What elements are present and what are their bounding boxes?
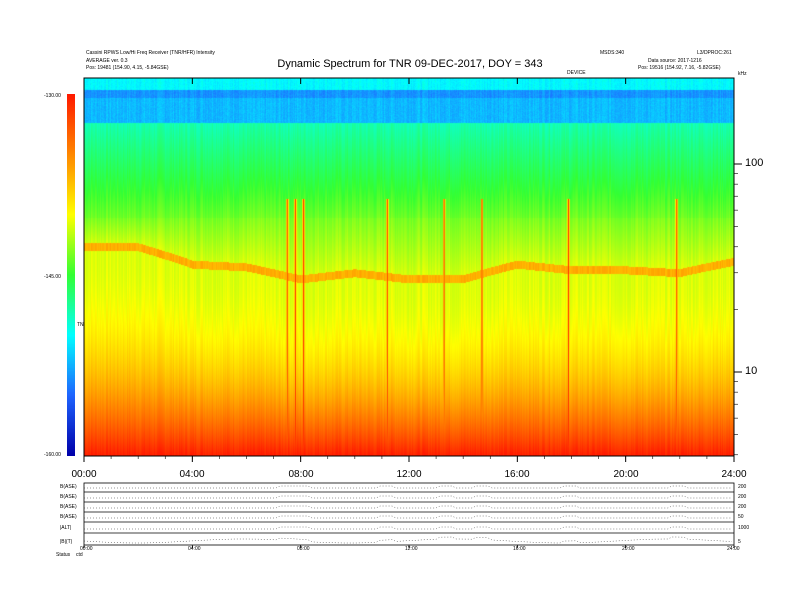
x-tick-label-2: 08:00: [288, 469, 314, 480]
spectrogram: [84, 78, 734, 456]
chart-title: Dynamic Spectrum for TNR 09-DEC-2017, DO…: [277, 58, 543, 70]
panel-right-label-3: 50: [738, 514, 744, 520]
colorbar-top-label: -130.00: [44, 93, 61, 99]
header-left-line3: Pos: 19481 (154.90, 4.15, -5.84GSE): [86, 65, 169, 71]
panel-tick-3: 12:00: [405, 546, 418, 552]
header-left-line2: AVERAGE ver. 0.3: [86, 58, 128, 64]
colorbar-bottom-label: -160.00: [44, 452, 61, 458]
panel-tick-6: 24:00: [727, 546, 740, 552]
panel-label-5: |B|(T): [60, 539, 73, 545]
panel-right-label-4: 1000: [738, 525, 750, 531]
panel-label-3: B(ASE): [60, 514, 77, 520]
panel-right-label-0: 200: [738, 484, 747, 490]
header-right-line3: Pos: 19516 (154.92, 7.16, -5.82GSE): [638, 65, 721, 71]
footer-value: ctd: [76, 552, 83, 558]
housekeeping-trace: [84, 485, 732, 489]
panel-right-label-2: 200: [738, 504, 747, 510]
panel-label-2: B(ASE): [60, 504, 77, 510]
x-tick-label-5: 20:00: [613, 469, 639, 480]
housekeeping-trace: [83, 536, 733, 544]
header-right-id: L3/DPROC:261: [697, 50, 732, 56]
panel-label-4: |ALT|: [60, 525, 72, 531]
panel-tick-5: 20:00: [622, 546, 635, 552]
x-tick-label-6: 24:00: [721, 469, 747, 480]
colorbar-unit: TNR: [77, 322, 88, 328]
header-mid-tag: DEVICE: [567, 70, 586, 76]
panel-tick-2: 08:00: [297, 546, 310, 552]
x-tick-label-1: 04:00: [179, 469, 205, 480]
header-left-line1: Cassini RPWS Low/Hi Freq Receiver (TNR/H…: [86, 50, 215, 56]
right-axis-label-100: 100: [745, 157, 764, 169]
right-axis-label-10: 10: [745, 365, 758, 377]
header-right-line1: MSDS:340: [600, 50, 625, 56]
panel-label-1: B(ASE): [60, 494, 77, 500]
housekeeping-trace: [84, 515, 732, 519]
x-tick-label-0: 00:00: [71, 469, 97, 480]
panel-tick-4: 16:00: [513, 546, 526, 552]
x-tick-label-4: 16:00: [504, 469, 530, 480]
housekeeping-trace: [84, 495, 732, 499]
header-right-line2: Data source: 2017-1216: [648, 58, 702, 64]
x-tick-label-3: 12:00: [396, 469, 422, 480]
housekeeping-trace: [84, 505, 732, 509]
colorbar: [67, 94, 75, 456]
panel-right-label-5: 5: [738, 539, 741, 545]
panel-right-label-1: 200: [738, 494, 747, 500]
panel-tick-0: 00:00: [80, 546, 93, 552]
right-axis-unit: kHz: [738, 71, 747, 77]
footer-label: Status: [56, 552, 71, 558]
panel-label-0: B(ASE): [60, 484, 77, 490]
panel-tick-1: 04:00: [188, 546, 201, 552]
spectrogram-frame: [83, 77, 735, 457]
colorbar-mid-label: -145.00: [44, 274, 61, 280]
housekeeping-trace: [84, 526, 732, 530]
